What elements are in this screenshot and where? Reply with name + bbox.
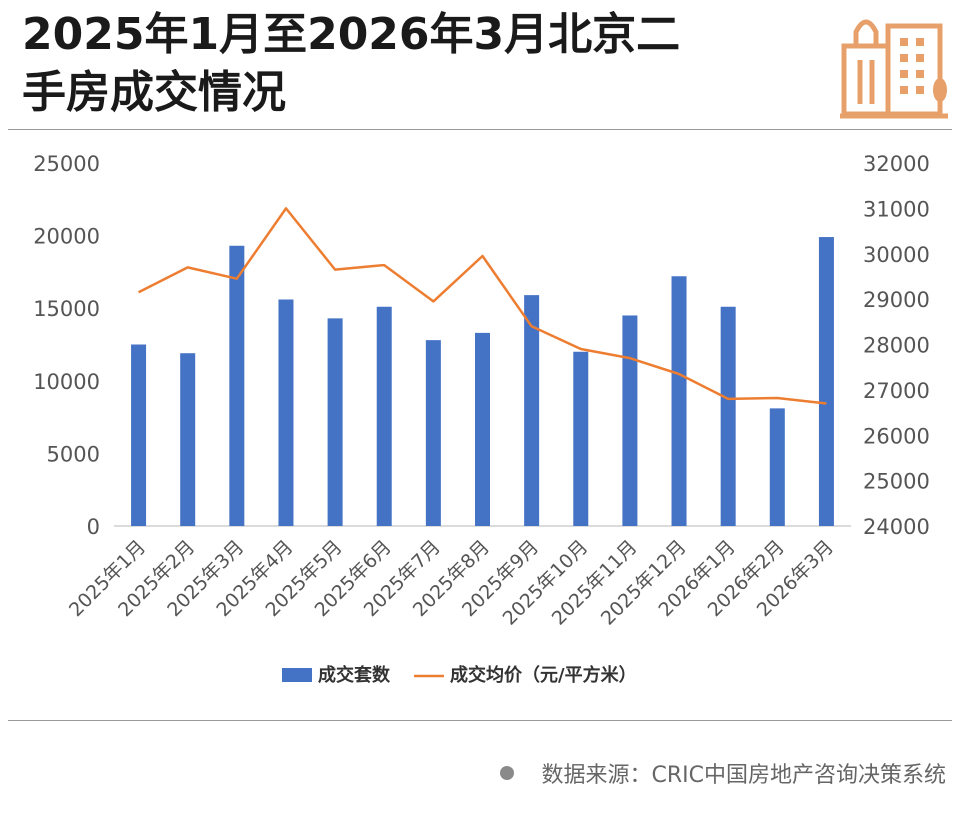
- y-right-tick-label: 31000: [863, 197, 930, 221]
- footer-divider: [8, 720, 952, 721]
- y-left-tick-label: 15000: [33, 297, 100, 321]
- bar: [180, 353, 196, 526]
- transaction-chart: 0 5000 10000 15000 20000 25000 24000 25000 26000…: [33, 152, 930, 686]
- bar: [622, 315, 638, 526]
- bar: [278, 299, 294, 526]
- source-text: 数据来源：CRIC中国房地产咨询决策系统: [541, 763, 947, 788]
- y-left-tick-label: 0: [87, 515, 100, 539]
- y-left-tick-label: 20000: [33, 225, 100, 249]
- y-right-tick-label: 30000: [863, 243, 930, 267]
- source-note: 数据来源：CRIC中国房地产咨询决策系统: [499, 757, 947, 789]
- bar: [327, 318, 343, 526]
- y-right-tick-label: 27000: [863, 379, 930, 403]
- title-line-1: 2025年1月至2026年3月北京二: [22, 9, 681, 60]
- bar: [671, 276, 687, 526]
- y-right-tick-label: 29000: [863, 288, 930, 312]
- bar: [818, 237, 834, 526]
- bar: [131, 344, 147, 526]
- page-title: 2025年1月至2026年3月北京二 手房成交情况: [22, 6, 822, 122]
- bar: [769, 408, 785, 526]
- bullet-icon: [499, 766, 514, 780]
- y-right-tick-label: 25000: [863, 470, 930, 494]
- title-line-2: 手房成交情况: [22, 67, 286, 118]
- y-left-tick-label: 5000: [47, 442, 100, 466]
- y-left-tick-label: 25000: [33, 152, 100, 176]
- legend-bar-swatch: [282, 668, 312, 682]
- y-right-tick-label: 24000: [863, 515, 930, 539]
- bar: [229, 245, 245, 526]
- bar: [524, 295, 540, 526]
- bar: [720, 306, 736, 526]
- y-right-tick-label: 32000: [863, 152, 930, 176]
- legend-bar-label: 成交套数: [318, 664, 391, 686]
- price-line: [138, 207, 827, 405]
- bar: [425, 340, 441, 526]
- bar: [475, 332, 490, 526]
- legend-line-label: 成交均价（元/平方米）: [450, 664, 637, 686]
- building-logo-icon: [840, 19, 948, 119]
- y-right-tick-label: 28000: [863, 334, 930, 358]
- y-left-tick-label: 10000: [33, 370, 100, 394]
- bar: [376, 306, 392, 526]
- header-divider: [8, 129, 952, 130]
- y-right-tick-label: 26000: [863, 424, 930, 448]
- bar: [573, 351, 589, 526]
